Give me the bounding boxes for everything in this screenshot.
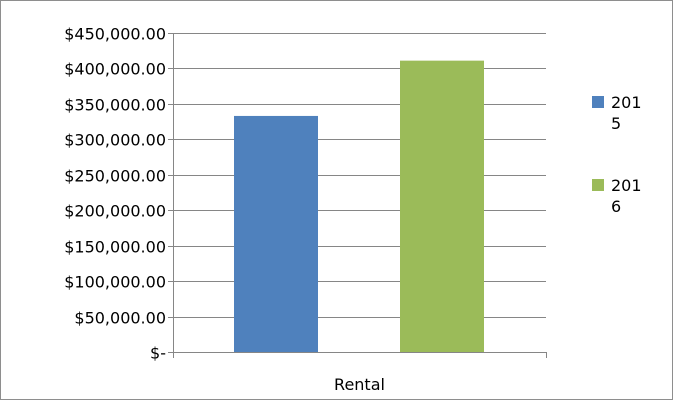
legend-label-2016: 201 6 xyxy=(611,176,642,216)
y-tick-label: $150,000.00 xyxy=(64,238,166,257)
y-tick-label: $400,000.00 xyxy=(64,60,166,79)
y-tick-label: $- xyxy=(150,344,166,363)
legend-label-2015: 201 5 xyxy=(611,93,642,133)
legend-label-line: 5 xyxy=(611,114,621,133)
y-tick-label: $200,000.00 xyxy=(64,202,166,221)
y-tick-label: $100,000.00 xyxy=(64,273,166,292)
legend-label-line: 6 xyxy=(611,197,621,216)
gridlines xyxy=(173,33,546,318)
y-tick-label: $350,000.00 xyxy=(64,96,166,115)
y-tick-label: $450,000.00 xyxy=(64,25,166,44)
x-axis-labels: Rental xyxy=(334,375,385,394)
axes xyxy=(168,33,547,358)
bar-2015 xyxy=(234,115,318,352)
y-tick-label: $250,000.00 xyxy=(64,167,166,186)
y-axis-tick-labels: $- $50,000.00 $100,000.00 $150,000.00 $200,0… xyxy=(64,25,166,363)
legend-label-line: 201 xyxy=(611,176,642,195)
legend-swatch-2016 xyxy=(592,179,604,191)
x-category-label: Rental xyxy=(334,375,385,394)
y-tick-label: $300,000.00 xyxy=(64,131,166,150)
bar-2016 xyxy=(400,60,484,352)
legend-swatch-2015 xyxy=(592,96,604,108)
legend-label-line: 201 xyxy=(611,93,642,112)
bars xyxy=(234,60,484,352)
y-tick-label: $50,000.00 xyxy=(74,309,166,328)
